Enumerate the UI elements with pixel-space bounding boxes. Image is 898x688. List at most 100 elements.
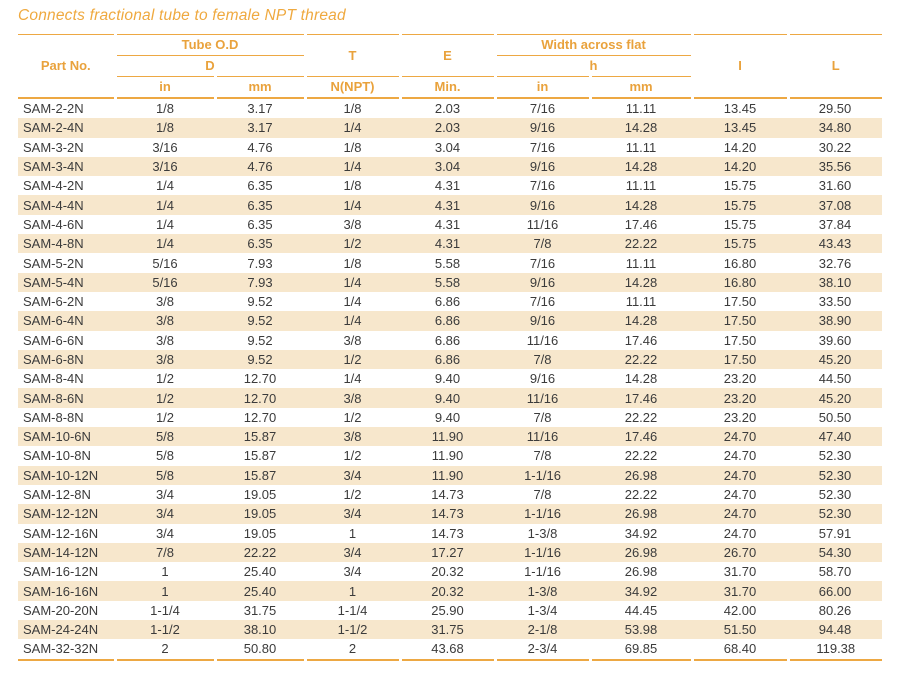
value-cell: 14.73 [431, 525, 464, 541]
value-cell: 19.05 [243, 487, 277, 503]
value-cell: 1/4 [155, 216, 175, 232]
table-row: SAM-12-8N 3/4 19.05 1/2 14.73 7/8 22.22 24.70 52… [18, 485, 882, 504]
part-no-cell: SAM-8-4N [23, 371, 84, 387]
table-row: SAM-24-24N 1-1/2 38.10 1-1/2 31.75 2-1/8 53.98… [18, 620, 882, 640]
value-cell: 3.04 [434, 139, 461, 155]
part-no-cell: SAM-6-4N [23, 313, 84, 329]
table-row: SAM-6-8N 3/8 9.52 1/2 6.86 7/8 22.22 17.50 45.20 [18, 349, 882, 370]
col-header-h-mm: mm [588, 76, 692, 99]
value-cell: 51.50 [723, 622, 757, 638]
value-cell: 9.52 [247, 352, 273, 367]
value-cell: 1-3/8 [527, 583, 558, 599]
table-row: SAM-12-16N 3/4 19.05 1 14.73 1-3/8 34.92 24.70 5… [18, 524, 882, 543]
value-cell: 2-3/4 [493, 639, 590, 661]
value-cell: 33.50 [818, 294, 852, 310]
value-cell: 1/8 [343, 178, 362, 194]
value-cell: 3/8 [155, 332, 175, 348]
value-cell: 1 [161, 564, 169, 580]
value-cell: 31.70 [723, 564, 757, 580]
value-cell: 1/8 [155, 101, 175, 117]
value-cell: 44.50 [818, 371, 852, 387]
value-cell: 24.70 [723, 467, 757, 483]
value-cell: 3.17 [247, 101, 273, 117]
value-cell: 17.46 [624, 390, 658, 406]
part-no-cell: SAM-10-12N [23, 467, 99, 483]
value-cell: 26.98 [624, 467, 658, 483]
value-cell: 24.70 [723, 506, 757, 522]
part-no-cell: SAM-5-4N [23, 274, 84, 290]
col-header-h: h [493, 55, 692, 77]
value-cell: 16.80 [723, 255, 757, 271]
value-cell: 52.30 [818, 467, 852, 483]
value-cell: 1/8 [343, 139, 362, 155]
value-cell: 1/4 [343, 371, 362, 387]
header-row-3: in mm N(NPT) Min. in mm [18, 76, 882, 99]
col-header-l: L [786, 34, 882, 99]
value-cell: 3/4 [155, 506, 175, 522]
value-cell: 3/8 [343, 332, 362, 348]
part-no-cell: SAM-2-4N [23, 120, 84, 136]
value-cell: 1/4 [155, 236, 175, 252]
value-cell: 7/8 [533, 236, 552, 252]
part-no-cell: SAM-16-16N [23, 583, 99, 599]
value-cell: 3/8 [155, 313, 175, 329]
col-header-e-min: Min. [398, 76, 495, 99]
value-cell: 9.52 [247, 313, 273, 329]
value-cell: 14.20 [723, 139, 757, 155]
value-cell: 1/2 [343, 352, 362, 367]
value-cell: 3/16 [152, 139, 178, 155]
value-cell: 37.84 [818, 216, 852, 232]
value-cell: 9/16 [529, 197, 556, 213]
value-cell: 13.45 [723, 101, 757, 117]
value-cell: 15.75 [723, 216, 757, 232]
value-cell: 1/8 [343, 255, 362, 271]
value-cell: 30.22 [818, 139, 852, 155]
value-cell: 22.22 [243, 544, 277, 560]
value-cell: 50.80 [213, 639, 305, 661]
value-cell: 7.93 [247, 274, 273, 290]
value-cell: 3/8 [343, 216, 362, 232]
value-cell: 14.73 [431, 506, 464, 522]
spec-table: Part No. Tube O.D T E Width across flat … [18, 34, 882, 661]
value-cell: 26.70 [723, 544, 757, 560]
value-cell: 2 [113, 639, 215, 661]
value-cell: 6.35 [247, 216, 273, 232]
part-no-cell: SAM-4-8N [23, 236, 84, 252]
table-row: SAM-3-2N 3/16 4.76 1/8 3.04 7/16 11.11 14.20 30.… [18, 138, 882, 157]
value-cell: 11.11 [625, 178, 657, 194]
value-cell: 52.30 [818, 487, 852, 503]
table-row: SAM-8-8N 1/2 12.70 1/2 9.40 7/8 22.22 23.20 50.5… [18, 408, 882, 427]
table-header: Part No. Tube O.D T E Width across flat … [18, 34, 882, 99]
value-cell: 4.76 [247, 139, 273, 155]
value-cell: 1/4 [343, 313, 362, 329]
part-no-cell: SAM-3-4N [23, 159, 84, 175]
value-cell: 22.22 [624, 236, 658, 252]
value-cell: 32.76 [818, 255, 852, 271]
value-cell: 119.38 [786, 639, 882, 661]
value-cell: 14.28 [624, 120, 658, 136]
value-cell: 22.22 [624, 487, 658, 503]
table-row: SAM-10-12N 5/8 15.87 3/4 11.90 1-1/16 26.98 24.… [18, 465, 882, 485]
table-row: SAM-4-4N 1/4 6.35 1/4 4.31 9/16 14.28 15.75 37.0… [18, 195, 882, 215]
value-cell: 7/16 [529, 178, 556, 194]
value-cell: 1/8 [155, 120, 175, 136]
value-cell: 1/2 [155, 409, 175, 425]
value-cell: 6.35 [247, 236, 273, 252]
value-cell: 17.46 [624, 429, 658, 445]
value-cell: 1-1/2 [150, 622, 180, 638]
value-cell: 69.85 [588, 639, 692, 661]
value-cell: 3.17 [247, 120, 273, 136]
value-cell: 17.46 [624, 332, 658, 348]
value-cell: 24.70 [723, 487, 757, 503]
value-cell: 6.86 [434, 352, 461, 367]
value-cell: 25.40 [243, 564, 277, 580]
value-cell: 4.76 [247, 159, 273, 175]
value-cell: 4.31 [434, 236, 461, 252]
value-cell: 14.28 [624, 371, 658, 387]
value-cell: 3/4 [155, 487, 175, 503]
value-cell: 3/4 [343, 506, 362, 522]
value-cell: 2-1/8 [527, 622, 558, 638]
part-no-cell: SAM-14-12N [23, 544, 99, 560]
value-cell: 7/8 [155, 544, 175, 560]
table-row: SAM-6-6N 3/8 9.52 3/8 6.86 11/16 17.46 17.50 39.… [18, 331, 882, 350]
